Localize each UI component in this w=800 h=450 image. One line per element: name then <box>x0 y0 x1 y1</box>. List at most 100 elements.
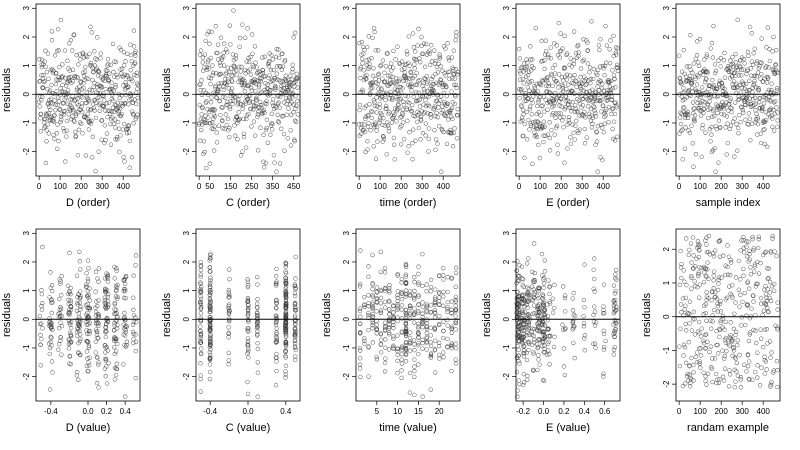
data-point <box>104 131 110 136</box>
y-tick-label: 2 <box>502 34 511 39</box>
y-tick-label: 3 <box>662 6 671 11</box>
data-point <box>51 68 56 73</box>
data-point <box>113 311 118 317</box>
data-point <box>557 55 562 60</box>
data-point <box>295 98 300 104</box>
data-point <box>679 81 684 87</box>
data-point <box>366 57 372 62</box>
data-point <box>579 105 584 110</box>
data-point <box>449 105 455 111</box>
x-tick-label: 0 <box>357 182 362 191</box>
data-point <box>595 67 601 73</box>
data-point <box>680 90 685 96</box>
data-point <box>230 73 235 79</box>
x-axis-title: E (order) <box>546 197 589 209</box>
data-point <box>68 74 73 80</box>
data-point <box>103 137 108 143</box>
data-point <box>57 311 62 316</box>
data-point <box>452 72 457 77</box>
data-point <box>260 68 266 73</box>
data-point <box>774 48 779 53</box>
data-point <box>447 69 452 74</box>
data-point <box>697 36 702 42</box>
data-point <box>433 147 438 152</box>
data-point <box>451 48 457 53</box>
data-point <box>224 50 230 55</box>
data-point <box>772 99 778 104</box>
data-point <box>584 135 589 140</box>
data-point <box>522 98 527 104</box>
x-tick-label: 0 <box>677 407 682 416</box>
data-point <box>746 88 752 93</box>
data-point <box>570 106 575 111</box>
data-point <box>43 48 48 54</box>
data-point <box>92 108 97 113</box>
data-point <box>394 79 399 85</box>
data-point <box>284 112 289 117</box>
data-point <box>236 110 241 115</box>
data-point <box>568 56 573 61</box>
data-point <box>370 35 375 41</box>
data-point <box>102 98 107 103</box>
data-point <box>567 99 572 104</box>
data-point <box>377 102 382 107</box>
data-point <box>106 61 111 67</box>
data-point <box>292 30 298 36</box>
data-point <box>595 169 600 174</box>
data-point <box>400 112 405 117</box>
data-point <box>520 107 526 113</box>
data-point <box>132 60 138 65</box>
data-point <box>759 71 764 77</box>
data-point <box>357 107 362 113</box>
data-point <box>418 60 423 65</box>
data-point <box>58 86 63 91</box>
data-point <box>249 124 254 129</box>
data-point <box>108 121 113 127</box>
data-point <box>257 91 262 96</box>
data-point <box>44 69 50 75</box>
data-point <box>95 95 100 100</box>
data-point <box>274 47 279 52</box>
data-point <box>123 80 128 85</box>
data-point <box>428 115 434 120</box>
data-point <box>599 97 604 103</box>
data-point <box>71 32 76 38</box>
data-point <box>92 98 98 103</box>
data-point <box>127 138 133 144</box>
data-point <box>96 69 101 74</box>
data-point <box>48 100 53 106</box>
data-point <box>577 127 582 132</box>
y-tick-label: 0 <box>662 92 671 97</box>
data-point <box>97 100 103 106</box>
data-point <box>111 345 117 350</box>
data-point <box>757 64 762 69</box>
data-point <box>258 79 264 84</box>
data-point <box>121 49 126 55</box>
data-point <box>77 249 82 254</box>
data-point <box>377 105 382 110</box>
data-point <box>529 79 534 84</box>
y-axis-title: residuals <box>1 292 13 337</box>
data-point <box>369 108 374 114</box>
data-point <box>741 67 746 72</box>
data-point <box>241 84 246 89</box>
data-point <box>741 82 746 87</box>
x-tick-label: 0 <box>677 182 682 191</box>
data-point <box>81 73 87 79</box>
data-point <box>420 83 425 88</box>
data-point <box>386 125 392 131</box>
data-point <box>371 66 376 71</box>
data-point <box>420 130 426 136</box>
data-point <box>412 66 417 71</box>
data-point <box>426 136 432 142</box>
data-point <box>545 107 550 112</box>
y-tick-label: 3 <box>502 6 511 11</box>
data-point <box>95 303 100 309</box>
data-point <box>85 111 90 117</box>
data-point <box>50 91 56 96</box>
data-point <box>365 124 371 129</box>
data-point <box>735 17 740 22</box>
data-point <box>274 169 279 174</box>
data-point <box>698 102 703 108</box>
